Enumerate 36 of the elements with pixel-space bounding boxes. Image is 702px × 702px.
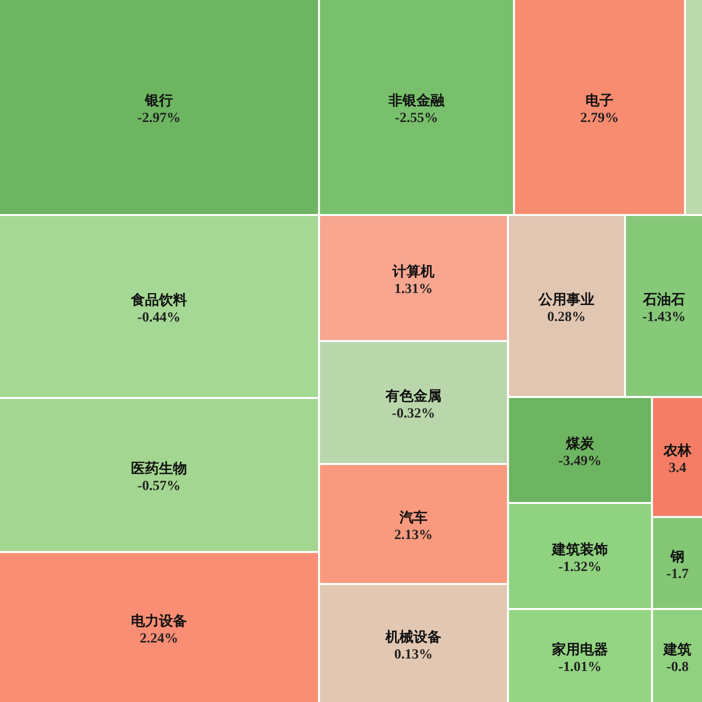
category-label: 非银金融 (388, 93, 446, 109)
data-label: 0.13% (394, 648, 433, 662)
category-label: 电力设备 (131, 614, 187, 630)
category-label: 建筑 (662, 642, 692, 658)
category-label: 电子 (586, 93, 614, 109)
category-label: 建筑装饰 (551, 542, 608, 558)
data-label: -2.97% (137, 111, 181, 126)
data-label: -3.49% (558, 454, 602, 469)
data-label: -0.57% (137, 479, 181, 494)
data-label: -0.32% (392, 406, 436, 422)
category-label: 食品饮料 (130, 292, 187, 308)
category-label: 石油石 (642, 292, 685, 308)
category-label: 汽车 (398, 509, 428, 526)
category-label: 家用电器 (551, 641, 608, 658)
data-label: 0.28% (547, 310, 586, 325)
data-label: -1.01% (558, 660, 602, 675)
data-label: 2.24% (140, 632, 178, 646)
category-label: 煤炭 (565, 436, 595, 452)
category-label: 有色金属 (384, 388, 442, 404)
data-label: 1.31% (394, 282, 433, 297)
category-label: 医药生物 (131, 461, 187, 477)
data-label: -0.44% (137, 310, 181, 326)
data-label: -1.32% (558, 560, 602, 575)
category-label: 公用事业 (538, 292, 594, 308)
data-label: 2.79% (580, 111, 619, 126)
category-label: 农林 (662, 443, 692, 459)
data-label: 2.13% (394, 528, 433, 543)
data-label: -0.8 (666, 660, 689, 675)
data-label: -1.43% (642, 310, 686, 325)
category-label: 钢 (670, 549, 684, 565)
category-label: 银行 (144, 93, 173, 109)
data-label: -1.7 (666, 567, 689, 582)
data-label: -2.55% (394, 111, 438, 126)
category-label: 计算机 (392, 264, 434, 280)
data-label: 3.4 (668, 461, 686, 476)
category-label: 机械设备 (384, 630, 442, 646)
